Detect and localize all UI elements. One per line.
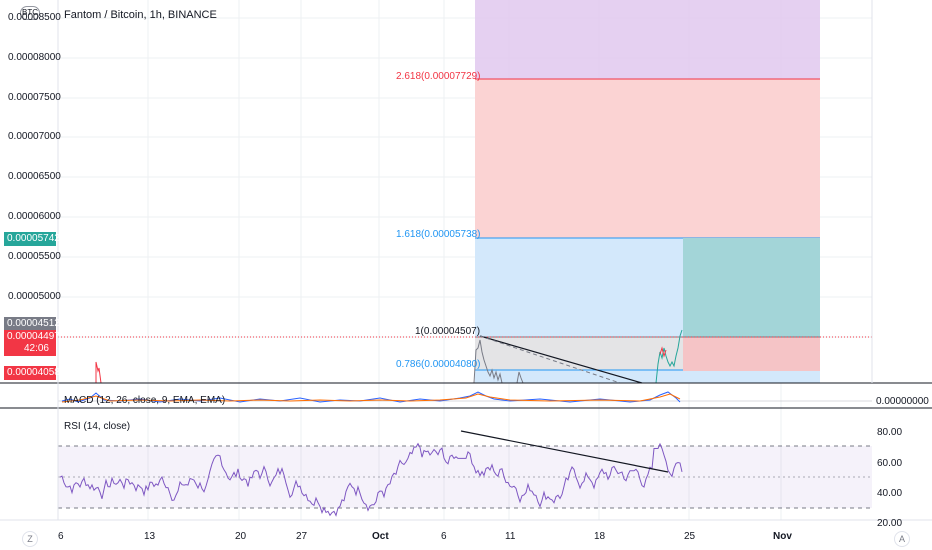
auto-scale-button[interactable]: A — [894, 531, 910, 547]
price-axis-label: 0.00007000 — [8, 131, 61, 142]
price-axis-label: 0.00008000 — [8, 52, 61, 63]
rsi-trend-line[interactable] — [460, 430, 669, 473]
time-axis-label: 6 — [58, 531, 64, 542]
rsi-title[interactable]: RSI (14, close) — [64, 421, 131, 432]
low-price-badge: 0.00004058 — [4, 366, 60, 380]
macd-title[interactable]: MACD (12, 26, close, 9, EMA, EMA) — [64, 395, 226, 406]
symbol-title[interactable]: Fantom / Bitcoin, 1h, BINANCE — [64, 9, 217, 21]
fib-level-label: 1.618(0.00005738) — [396, 229, 481, 240]
macd-axis-label: 0.00000000 — [876, 396, 929, 407]
rsi-pane — [58, 430, 872, 517]
fib-level-label: 2.618(0.00007729) — [396, 71, 481, 82]
price-trend-lines[interactable] — [479, 335, 643, 384]
bar-countdown: 42:06 — [23, 343, 49, 354]
time-axis-label: Oct — [372, 531, 389, 542]
rsi-line — [59, 442, 683, 517]
macd-pane — [0, 382, 932, 409]
price-axis-label: 0.00008500 — [8, 12, 61, 23]
fib-level-label: 1(0.00004507) — [415, 326, 481, 337]
time-axis-label: 20 — [235, 531, 247, 542]
long-position-tool[interactable] — [683, 238, 820, 371]
rsi-axis-label: 60.00 — [877, 458, 903, 469]
time-axis-label: 27 — [296, 531, 308, 542]
time-axis-label: 13 — [144, 531, 156, 542]
time-axis-label: 18 — [594, 531, 606, 542]
time-axis-label: Nov — [773, 531, 792, 542]
rsi-axis-label: 40.00 — [877, 488, 903, 499]
rsi-axis-label: 20.00 — [877, 518, 903, 529]
time-axis-label: 11 — [505, 531, 516, 542]
price-axis-label: 0.00006000 — [8, 211, 61, 222]
time-axis-label: 6 — [441, 531, 447, 542]
fib-level-label: 0.786(0.00004080) — [396, 359, 481, 370]
reference-price-badge: 0.00004512 — [4, 317, 60, 331]
price-axis-label: 0.00007500 — [8, 92, 61, 103]
last-price-badge: 0.00004497 42:06 — [4, 330, 60, 356]
price-axis-label: 0.00006500 — [8, 171, 61, 182]
price-axis-label: 0.00005000 — [8, 291, 61, 302]
last-price-value: 0.00004497 — [7, 331, 60, 342]
time-axis-label: 25 — [684, 531, 696, 542]
zoom-button[interactable]: Z — [22, 531, 38, 547]
price-axis-label: 0.00005500 — [8, 251, 61, 262]
currency-badge[interactable]: BTC — [20, 6, 40, 20]
rsi-axis-label: 80.00 — [877, 427, 903, 438]
price-candles — [95, 329, 683, 384]
fib-extension-zones[interactable] — [475, 0, 820, 383]
target-price-badge: 0.00005742 — [4, 232, 60, 246]
